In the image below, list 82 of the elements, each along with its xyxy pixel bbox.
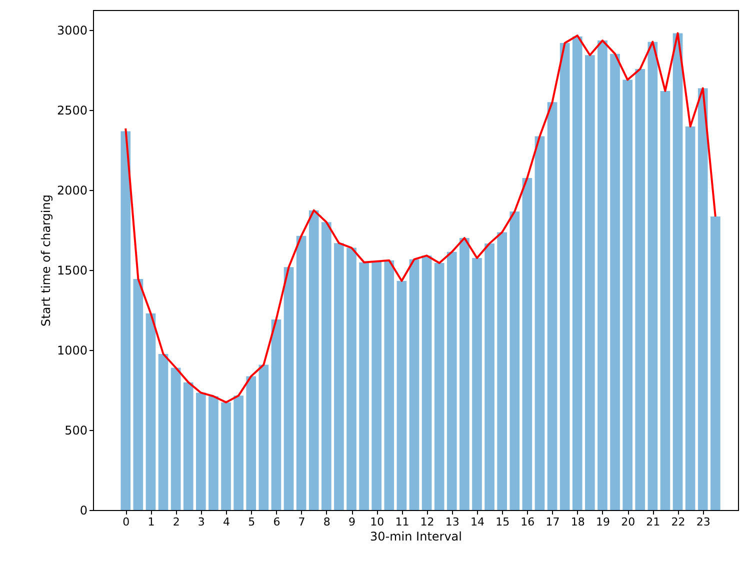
bar	[271, 319, 282, 510]
x-tick-label: 22	[671, 516, 686, 528]
y-tick-label: 500	[64, 424, 88, 438]
x-tick-label: 0	[122, 516, 130, 528]
y-tick-label: 3000	[56, 24, 88, 38]
bar	[258, 364, 269, 510]
y-tick-label: 2000	[56, 184, 88, 198]
x-tick-label: 10	[370, 516, 384, 528]
bar	[622, 80, 632, 510]
y-axis-title: Start time of charging	[38, 194, 53, 326]
bar	[610, 54, 620, 510]
bar	[698, 88, 708, 510]
x-tick-label: 7	[298, 516, 306, 528]
bar	[346, 248, 356, 510]
x-tick-label: 6	[273, 516, 280, 528]
bar	[585, 55, 595, 510]
x-tick-label: 12	[420, 516, 434, 528]
x-axis-title: 30-min Interval	[370, 530, 462, 544]
bar	[133, 278, 144, 510]
bar	[472, 258, 482, 510]
x-tick-label: 2	[172, 516, 180, 528]
y-tick-label: 0	[80, 504, 88, 518]
bar	[710, 216, 720, 510]
x-tick-label: 9	[348, 516, 356, 528]
bar	[635, 69, 646, 510]
y-tick-label: 1500	[56, 264, 88, 278]
bar	[158, 354, 168, 510]
bar	[547, 102, 558, 510]
bar	[510, 211, 520, 510]
x-tick-label: 16	[520, 516, 535, 528]
bar	[208, 396, 218, 510]
bar	[648, 42, 658, 510]
bar	[422, 256, 432, 510]
x-tick-label: 1	[148, 516, 155, 528]
bar	[334, 243, 344, 510]
bar	[572, 36, 582, 510]
x-tick-label: 3	[198, 516, 205, 528]
y-tick-label: 1000	[56, 344, 88, 358]
x-tick-label: 17	[546, 516, 560, 528]
x-tick-label: 8	[323, 516, 330, 528]
bar	[321, 222, 332, 510]
bar	[522, 178, 532, 510]
bar	[120, 131, 131, 510]
bar	[359, 262, 369, 510]
y-tick-label: 2500	[56, 104, 88, 118]
bar	[560, 42, 570, 510]
line-series	[124, 32, 716, 404]
x-tick-label: 14	[470, 516, 484, 528]
bar	[146, 313, 156, 510]
x-tick-label: 15	[496, 516, 510, 528]
x-tick-label: 4	[223, 516, 230, 528]
bar	[598, 40, 608, 510]
bar	[170, 368, 181, 510]
x-tick-label: 21	[646, 516, 660, 528]
bar	[497, 232, 508, 510]
x-tick-label: 20	[621, 516, 636, 528]
bar	[460, 238, 470, 510]
bar	[196, 392, 206, 510]
bar	[384, 260, 394, 510]
x-tick-label: 11	[395, 516, 410, 528]
x-tick-label: 23	[696, 516, 710, 528]
x-tick-label: 13	[445, 516, 460, 528]
bar	[672, 33, 683, 510]
bar	[409, 259, 420, 510]
bar	[446, 252, 457, 510]
bar	[534, 136, 545, 510]
bar	[308, 210, 319, 510]
bar	[221, 402, 231, 510]
x-tick-label: 5	[248, 516, 256, 528]
bar	[396, 280, 407, 510]
bar	[296, 236, 306, 510]
bar	[183, 382, 194, 510]
bar	[685, 126, 696, 510]
bar	[284, 267, 294, 510]
x-tick-label: 19	[596, 516, 610, 528]
bar	[372, 261, 382, 510]
bar	[484, 243, 494, 510]
bar	[234, 396, 244, 510]
x-tick-label: 18	[570, 516, 585, 528]
bar	[434, 262, 444, 510]
bar	[246, 376, 256, 510]
bar	[660, 90, 670, 510]
